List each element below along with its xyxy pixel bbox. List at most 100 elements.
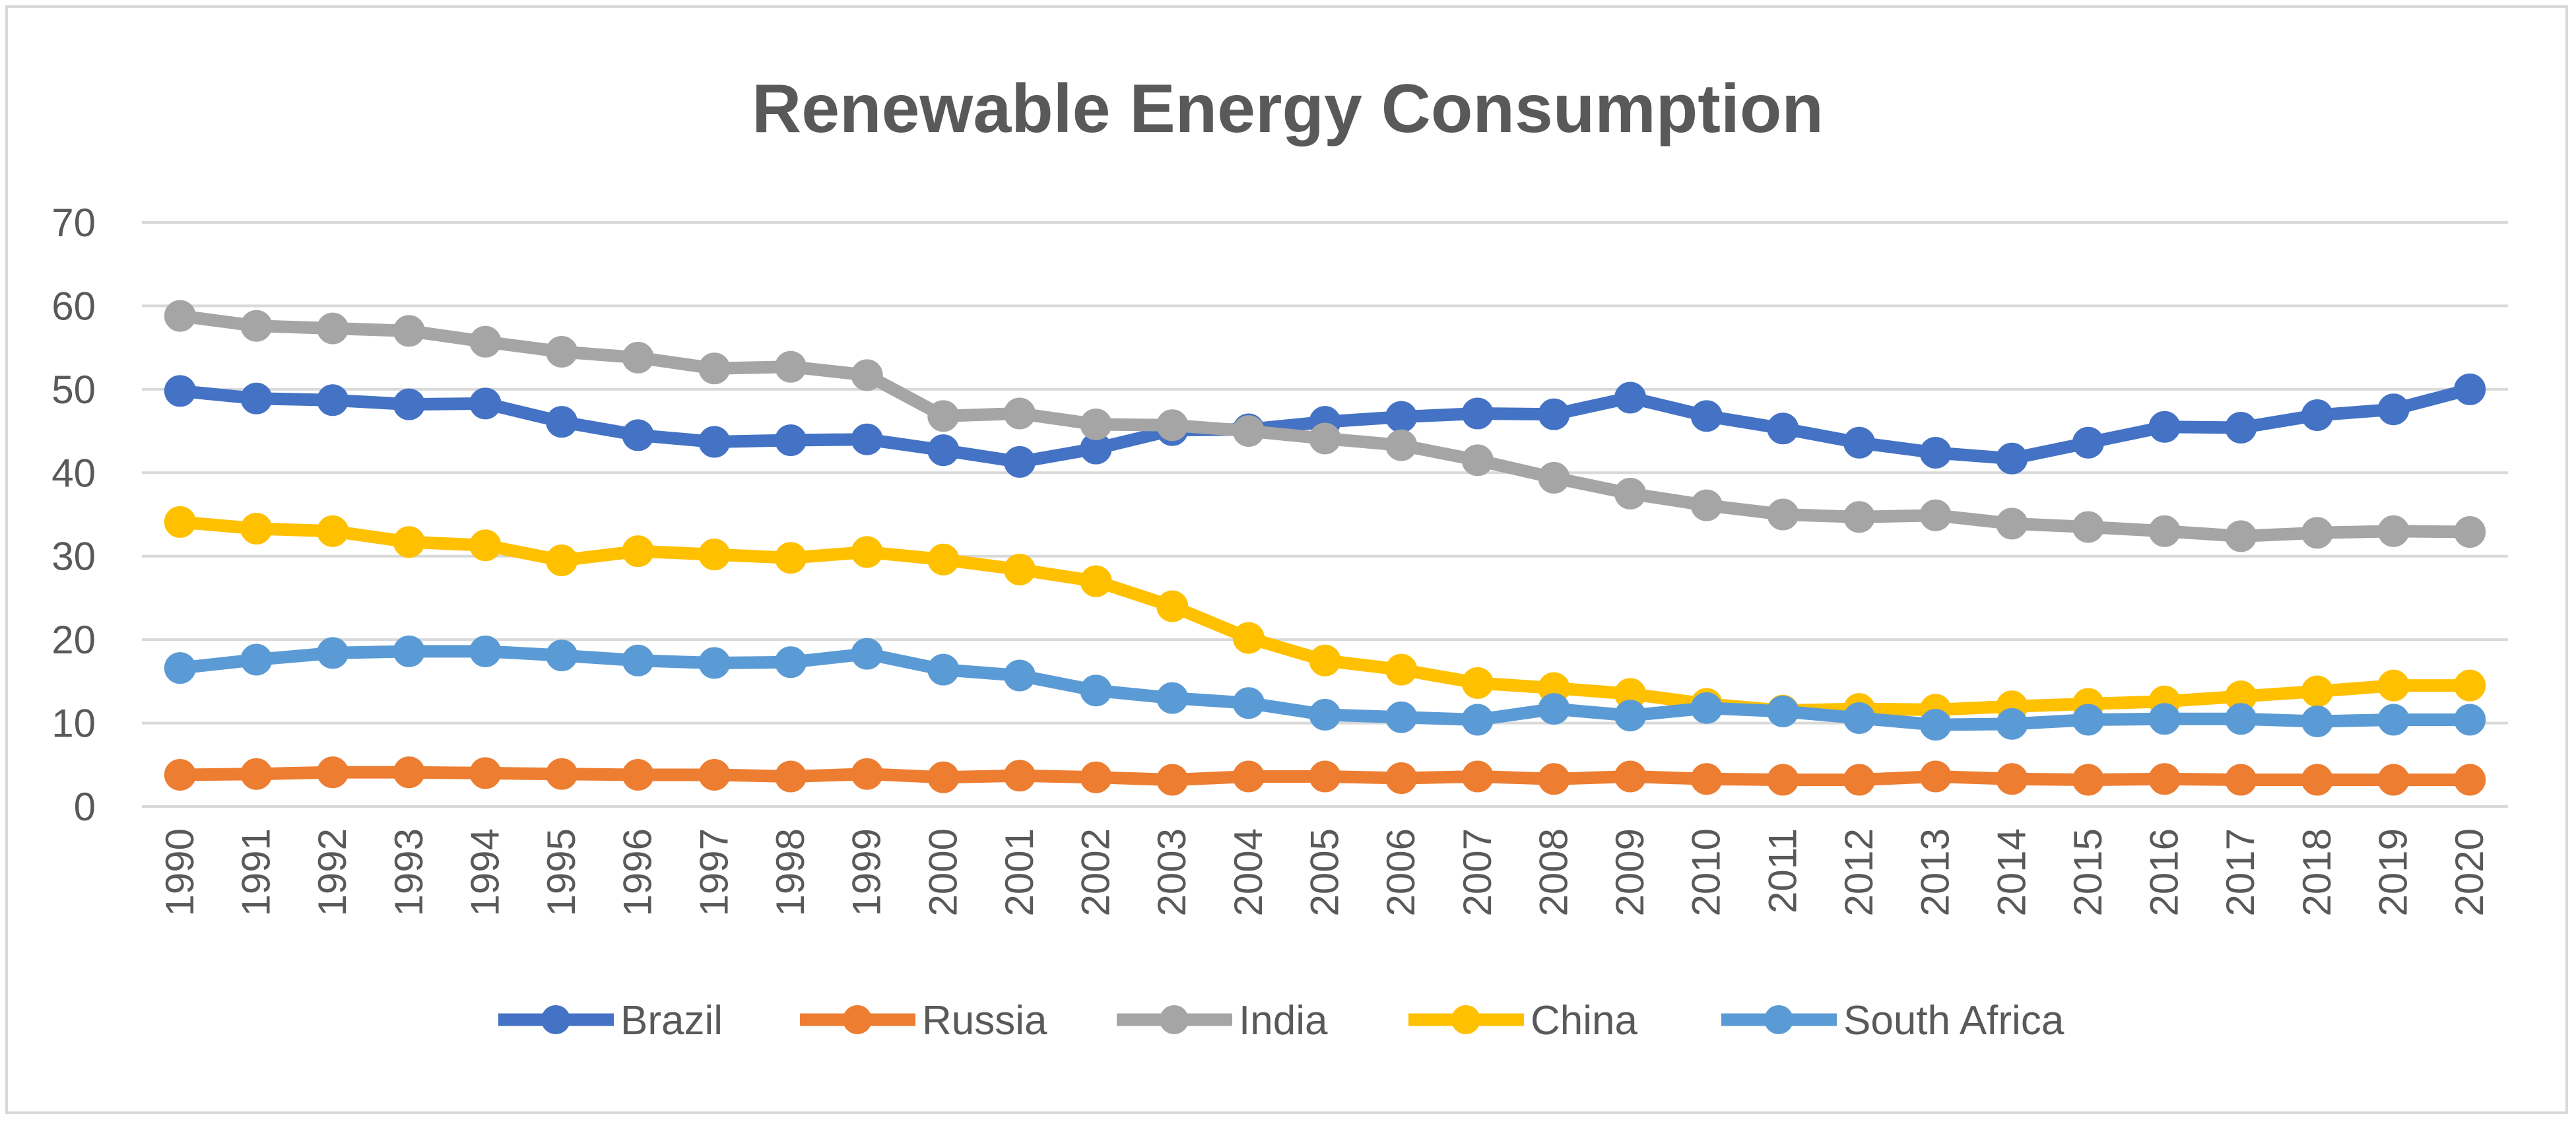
x-tick-label: 2014 (1989, 828, 2033, 916)
legend-label: Russia (922, 998, 1047, 1043)
data-point-china-1995 (546, 544, 578, 577)
y-tick-label: 40 (51, 451, 96, 495)
x-tick-label: 2002 (1074, 828, 1118, 916)
legend-item-south-africa[interactable]: South Africa (1721, 998, 2064, 1043)
data-point-china-1992 (317, 515, 349, 547)
data-point-india-2019 (2377, 515, 2410, 547)
data-point-south-africa-2016 (2148, 703, 2181, 735)
data-point-china-2004 (1232, 622, 1265, 654)
legend-item-russia[interactable]: Russia (800, 998, 1047, 1043)
data-point-south-africa-2001 (1003, 659, 1036, 692)
data-point-south-africa-2008 (1538, 693, 1570, 725)
legend-item-china[interactable]: China (1408, 998, 1638, 1043)
x-tick-label: 2006 (1379, 828, 1423, 916)
data-point-brazil-1994 (469, 387, 502, 420)
data-point-russia-2002 (1080, 761, 1112, 793)
legend-item-brazil[interactable]: Brazil (498, 998, 723, 1043)
x-tick-label: 1994 (463, 828, 507, 916)
legend-swatch-marker (843, 1005, 872, 1034)
data-point-china-2006 (1385, 653, 1418, 686)
data-point-south-africa-2015 (2072, 704, 2104, 736)
x-tick-label: 2000 (921, 828, 965, 916)
legend-item-india[interactable]: India (1117, 998, 1328, 1043)
legend-swatch-marker (1160, 1005, 1189, 1034)
legend-label: Brazil (620, 998, 723, 1043)
data-point-russia-2018 (2301, 764, 2333, 796)
data-point-russia-1992 (317, 756, 349, 789)
x-tick-label: 2016 (2142, 828, 2187, 916)
data-point-india-1991 (240, 310, 273, 342)
data-point-brazil-1992 (317, 384, 349, 416)
x-tick-label: 2013 (1913, 828, 1958, 916)
legend-swatch-marker (1764, 1005, 1793, 1034)
data-point-india-1999 (851, 359, 883, 391)
data-point-india-2012 (1843, 501, 1876, 533)
data-point-india-1993 (393, 315, 425, 347)
data-point-brazil-1991 (240, 382, 273, 414)
data-point-south-africa-2003 (1156, 682, 1189, 714)
data-point-russia-1999 (851, 758, 883, 790)
data-point-brazil-1993 (393, 388, 425, 420)
data-point-russia-2008 (1538, 763, 1570, 795)
data-point-brazil-1997 (698, 426, 731, 458)
x-tick-label: 2009 (1608, 828, 1652, 916)
legend-label: India (1239, 998, 1328, 1043)
data-point-russia-2006 (1385, 762, 1418, 795)
data-point-south-africa-1991 (240, 644, 273, 676)
data-point-brazil-2016 (2148, 411, 2181, 443)
data-point-south-africa-1999 (851, 638, 883, 670)
data-point-india-2014 (1996, 508, 2028, 540)
x-tick-label: 1993 (387, 828, 431, 916)
y-tick-label: 10 (51, 702, 96, 746)
x-tick-label: 2020 (2447, 828, 2492, 916)
data-point-brazil-1995 (546, 406, 578, 438)
data-point-brazil-2000 (927, 434, 960, 467)
series-group (164, 300, 2486, 796)
data-point-south-africa-1994 (469, 635, 502, 667)
y-tick-label: 30 (51, 535, 96, 579)
data-point-china-2018 (2301, 675, 2333, 708)
data-point-russia-1991 (240, 758, 273, 790)
data-point-south-africa-2005 (1309, 698, 1341, 731)
x-tick-label: 1998 (768, 828, 812, 916)
data-point-russia-2009 (1614, 760, 1647, 793)
data-point-india-1992 (317, 312, 349, 345)
x-tick-label: 1996 (616, 828, 660, 916)
data-point-brazil-2014 (1996, 442, 2028, 475)
data-point-russia-2016 (2148, 763, 2181, 795)
data-point-india-2016 (2148, 515, 2181, 547)
data-point-russia-2003 (1156, 764, 1189, 796)
data-point-south-africa-2018 (2301, 706, 2333, 738)
data-point-china-2005 (1309, 644, 1341, 676)
data-point-south-africa-2017 (2225, 703, 2257, 735)
data-point-russia-2014 (1996, 763, 2028, 795)
legend-label: South Africa (1843, 998, 2064, 1043)
x-tick-label: 2012 (1837, 828, 1881, 916)
data-point-india-2005 (1309, 422, 1341, 455)
data-point-russia-1998 (774, 760, 807, 793)
x-tick-label: 2005 (1303, 828, 1347, 916)
data-point-china-1994 (469, 529, 502, 562)
data-point-russia-1990 (164, 758, 196, 791)
data-point-brazil-2008 (1538, 398, 1570, 430)
data-point-south-africa-2011 (1767, 695, 1799, 727)
data-point-south-africa-1998 (774, 646, 807, 678)
data-point-russia-2010 (1690, 763, 1723, 795)
x-tick-label: 2001 (997, 828, 1041, 916)
legend: Brazil Russia India China South Africa (498, 998, 2064, 1043)
data-point-south-africa-2020 (2454, 704, 2486, 736)
x-tick-label: 2011 (1760, 828, 1804, 913)
data-point-india-2004 (1232, 415, 1265, 447)
data-point-russia-2007 (1461, 760, 1494, 793)
data-point-india-1996 (622, 341, 654, 374)
data-point-russia-1996 (622, 758, 654, 791)
data-point-india-1997 (698, 352, 731, 385)
data-point-india-1995 (546, 335, 578, 368)
x-tick-label: 2018 (2295, 828, 2339, 916)
series-china (164, 506, 2486, 727)
data-point-china-2002 (1080, 565, 1112, 597)
data-point-brazil-2019 (2377, 393, 2410, 426)
data-point-russia-1994 (469, 757, 502, 789)
data-point-russia-1997 (698, 758, 731, 791)
x-tick-label: 2017 (2218, 828, 2262, 916)
